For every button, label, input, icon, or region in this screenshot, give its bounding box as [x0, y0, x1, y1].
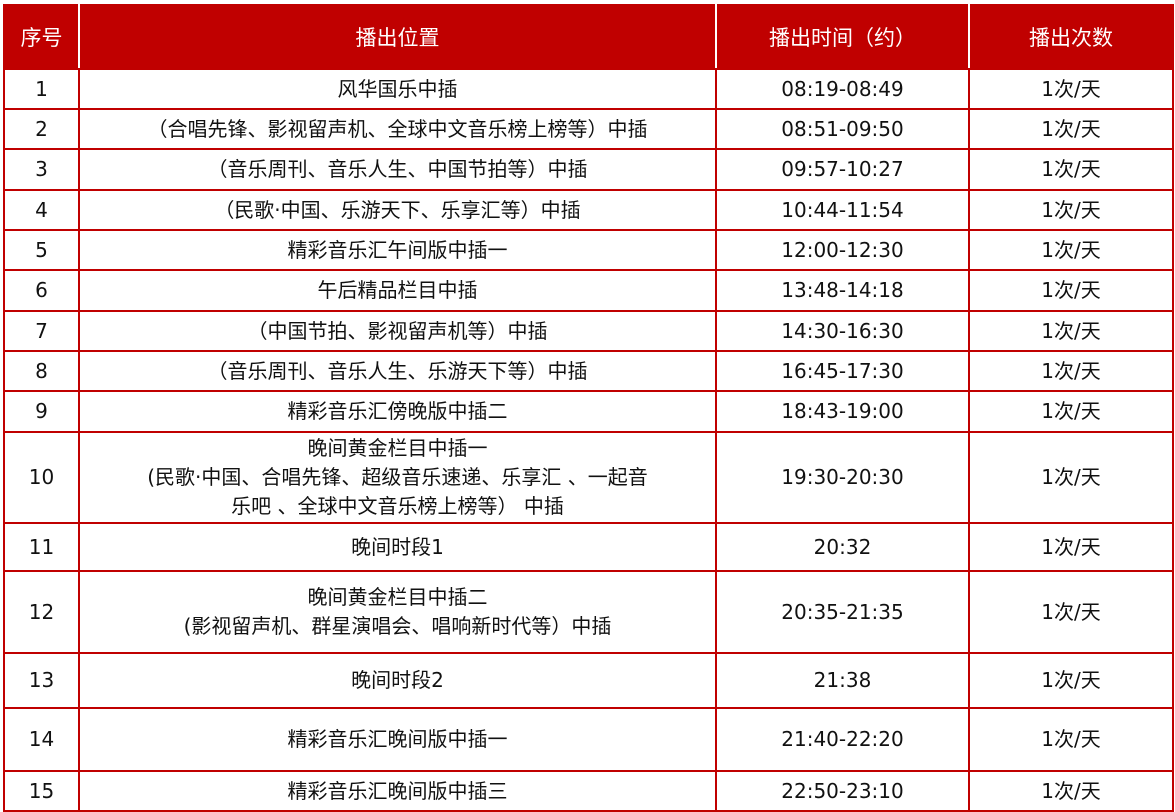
- row-number: 11: [3, 522, 80, 572]
- row-number: 1: [3, 68, 80, 110]
- header-number: 序号: [3, 4, 80, 70]
- row-location: （中国节拍、影视留声机等）中插: [78, 310, 717, 352]
- row-number: 5: [3, 229, 80, 271]
- row-frequency: 1次/天: [968, 522, 1174, 572]
- row-location: 晚间时段2: [78, 652, 717, 709]
- table-row: 14 精彩音乐汇晚间版中插一 21:40-22:20 1次/天: [3, 707, 1174, 772]
- row-time: 19:30-20:30: [715, 431, 970, 524]
- location-line: 精彩音乐汇晚间版中插三: [287, 778, 508, 803]
- row-time: 20:35-21:35: [715, 570, 970, 654]
- location-line: (民歌·中国、合唱先锋、超级音乐速递、乐享汇 、一起音: [147, 465, 648, 489]
- header-location: 播出位置: [78, 4, 717, 70]
- location-line: （音乐周刊、音乐人生、乐游天下等）中插: [207, 358, 588, 383]
- location-line: (影视留声机、群星演唱会、唱响新时代等）中插: [183, 614, 612, 638]
- row-frequency: 1次/天: [968, 68, 1174, 110]
- row-time: 08:19-08:49: [715, 68, 970, 110]
- location-line: 精彩音乐汇午间版中插一: [287, 237, 508, 262]
- row-time: 16:45-17:30: [715, 350, 970, 392]
- row-time: 14:30-16:30: [715, 310, 970, 352]
- row-frequency: 1次/天: [968, 229, 1174, 271]
- broadcast-schedule-table: 序号 播出位置 播出时间（约） 播出次数 1 风华国乐中插 08:19-08:49 1…: [3, 4, 1174, 812]
- header-frequency: 播出次数: [968, 4, 1174, 70]
- table-row: 8 （音乐周刊、音乐人生、乐游天下等）中插 16:45-17:30 1次/天: [3, 350, 1174, 392]
- header-time: 播出时间（约）: [715, 4, 970, 70]
- table-row: 3 （音乐周刊、音乐人生、中国节拍等）中插 09:57-10:27 1次/天: [3, 148, 1174, 191]
- row-frequency: 1次/天: [968, 350, 1174, 392]
- table-row: 13 晚间时段2 21:38 1次/天: [3, 652, 1174, 709]
- location-line: （中国节拍、影视留声机等）中插: [247, 318, 548, 343]
- location-line: （合唱先锋、影视留声机、全球中文音乐榜上榜等）中插: [147, 116, 648, 141]
- location-line: 晚间时段2: [351, 668, 444, 692]
- location-line: 晚间黄金栏目中插一: [307, 436, 488, 460]
- row-location: 晚间时段1: [78, 522, 717, 572]
- row-time: 10:44-11:54: [715, 189, 970, 231]
- row-time: 13:48-14:18: [715, 269, 970, 312]
- table-row: 4 （民歌·中国、乐游天下、乐享汇等）中插 10:44-11:54 1次/天: [3, 189, 1174, 231]
- row-frequency: 1次/天: [968, 269, 1174, 312]
- row-time: 21:38: [715, 652, 970, 709]
- row-location: 精彩音乐汇晚间版中插三: [78, 770, 717, 812]
- location-line: 精彩音乐汇晚间版中插一: [287, 727, 508, 751]
- row-location: （民歌·中国、乐游天下、乐享汇等）中插: [78, 189, 717, 231]
- row-location: （音乐周刊、音乐人生、中国节拍等）中插: [78, 148, 717, 191]
- row-location: 精彩音乐汇晚间版中插一: [78, 707, 717, 772]
- row-number: 12: [3, 570, 80, 654]
- row-number: 7: [3, 310, 80, 352]
- row-number: 8: [3, 350, 80, 392]
- table-row: 5 精彩音乐汇午间版中插一 12:00-12:30 1次/天: [3, 229, 1174, 271]
- row-frequency: 1次/天: [968, 390, 1174, 433]
- row-frequency: 1次/天: [968, 108, 1174, 150]
- table-row: 2 （合唱先锋、影视留声机、全球中文音乐榜上榜等）中插 08:51-09:50 1次/…: [3, 108, 1174, 150]
- row-location: （合唱先锋、影视留声机、全球中文音乐榜上榜等）中插: [78, 108, 717, 150]
- row-location: （音乐周刊、音乐人生、乐游天下等）中插: [78, 350, 717, 392]
- location-line: 午后精品栏目中插: [317, 278, 478, 302]
- table-row: 9 精彩音乐汇傍晚版中插二 18:43-19:00 1次/天: [3, 390, 1174, 433]
- row-number: 10: [3, 431, 80, 524]
- row-number: 6: [3, 269, 80, 312]
- row-number: 4: [3, 189, 80, 231]
- row-time: 18:43-19:00: [715, 390, 970, 433]
- location-line: 风华国乐中插: [337, 76, 458, 101]
- row-frequency: 1次/天: [968, 310, 1174, 352]
- row-time: 09:57-10:27: [715, 148, 970, 191]
- row-location: 午后精品栏目中插: [78, 269, 717, 312]
- row-number: 14: [3, 707, 80, 772]
- row-time: 22:50-23:10: [715, 770, 970, 812]
- row-frequency: 1次/天: [968, 652, 1174, 709]
- table-row: 6 午后精品栏目中插 13:48-14:18 1次/天: [3, 269, 1174, 312]
- row-frequency: 1次/天: [968, 431, 1174, 524]
- row-location: 晚间黄金栏目中插一 (民歌·中国、合唱先锋、超级音乐速递、乐享汇 、一起音 乐吧 、…: [78, 431, 717, 524]
- row-location: 精彩音乐汇午间版中插一: [78, 229, 717, 271]
- row-time: 21:40-22:20: [715, 707, 970, 772]
- location-line: 晚间黄金栏目中插二: [307, 585, 488, 609]
- table-row: 11 晚间时段1 20:32 1次/天: [3, 522, 1174, 572]
- row-number: 3: [3, 148, 80, 191]
- row-location: 晚间黄金栏目中插二 (影视留声机、群星演唱会、唱响新时代等）中插: [78, 570, 717, 654]
- header-row: 序号 播出位置 播出时间（约） 播出次数: [3, 4, 1174, 70]
- table-row: 12 晚间黄金栏目中插二 (影视留声机、群星演唱会、唱响新时代等）中插 20:35-2…: [3, 570, 1174, 654]
- row-location: 精彩音乐汇傍晚版中插二: [78, 390, 717, 433]
- row-number: 13: [3, 652, 80, 709]
- location-line: 晚间时段1: [351, 534, 444, 559]
- location-line: 精彩音乐汇傍晚版中插二: [287, 399, 508, 423]
- table-row: 7 （中国节拍、影视留声机等）中插 14:30-16:30 1次/天: [3, 310, 1174, 352]
- row-frequency: 1次/天: [968, 148, 1174, 191]
- row-time: 08:51-09:50: [715, 108, 970, 150]
- location-line: （民歌·中国、乐游天下、乐享汇等）中插: [214, 197, 581, 222]
- table-row: 10 晚间黄金栏目中插一 (民歌·中国、合唱先锋、超级音乐速递、乐享汇 、一起音 乐吧…: [3, 431, 1174, 524]
- location-line: （音乐周刊、音乐人生、中国节拍等）中插: [207, 157, 588, 181]
- row-number: 15: [3, 770, 80, 812]
- row-time: 12:00-12:30: [715, 229, 970, 271]
- row-frequency: 1次/天: [968, 770, 1174, 812]
- row-time: 20:32: [715, 522, 970, 572]
- row-number: 2: [3, 108, 80, 150]
- row-number: 9: [3, 390, 80, 433]
- location-line: 乐吧 、全球中文音乐榜上榜等） 中插: [231, 494, 564, 518]
- table-row: 1 风华国乐中插 08:19-08:49 1次/天: [3, 68, 1174, 110]
- row-frequency: 1次/天: [968, 570, 1174, 654]
- row-location: 风华国乐中插: [78, 68, 717, 110]
- row-frequency: 1次/天: [968, 189, 1174, 231]
- row-frequency: 1次/天: [968, 707, 1174, 772]
- table-row: 15 精彩音乐汇晚间版中插三 22:50-23:10 1次/天: [3, 770, 1174, 812]
